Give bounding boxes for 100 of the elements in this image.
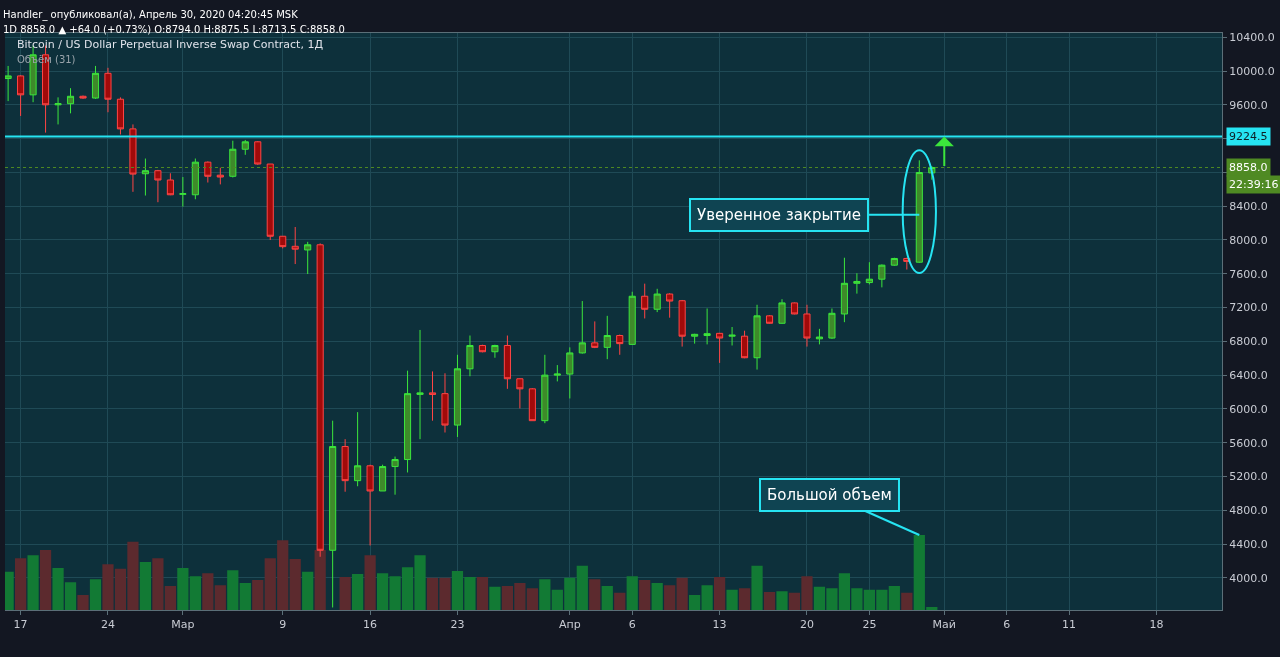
candlestick bbox=[778, 298, 786, 325]
candlestick bbox=[91, 65, 100, 100]
x-tick-label: 24 bbox=[100, 618, 115, 632]
bar bbox=[139, 561, 152, 610]
candlestick bbox=[466, 335, 474, 377]
x-tick-label: 20 bbox=[799, 618, 814, 632]
candlestick bbox=[304, 241, 312, 275]
bar bbox=[651, 583, 663, 610]
candlestick bbox=[191, 158, 199, 200]
x-tick-label: 18 bbox=[1149, 618, 1164, 632]
candlestick bbox=[853, 272, 861, 295]
y-tick-label: 4400.0 bbox=[1229, 537, 1268, 551]
y-tick-label: 6800.0 bbox=[1229, 335, 1268, 349]
candlestick bbox=[790, 301, 799, 315]
candlestick bbox=[578, 300, 586, 355]
candlestick bbox=[840, 257, 848, 323]
candlestick bbox=[666, 292, 674, 319]
y-tick-label: 4800.0 bbox=[1229, 504, 1268, 518]
candlestick bbox=[528, 387, 536, 422]
bar bbox=[89, 579, 102, 610]
candlestick bbox=[566, 346, 574, 399]
candlestick bbox=[329, 420, 337, 608]
candlestick bbox=[17, 74, 25, 117]
text: Handler_ опубликовал(а), Апрель 30, 2020 04:20:45 MSK bbox=[3, 9, 299, 21]
y-tick-label: 9600.0 bbox=[1229, 98, 1268, 112]
bar bbox=[701, 585, 713, 610]
y-tick-label: 5200.0 bbox=[1229, 470, 1268, 484]
candlestick bbox=[179, 176, 187, 208]
candlestick bbox=[890, 257, 898, 267]
candlestick bbox=[541, 354, 549, 424]
x-tick-label: 13 bbox=[712, 618, 727, 632]
y-tick-label: 4000.0 bbox=[1229, 571, 1268, 585]
y-tick-label: 10400.0 bbox=[1229, 31, 1275, 45]
y-tick-label: 6400.0 bbox=[1229, 368, 1268, 382]
candlestick bbox=[166, 172, 174, 196]
bar bbox=[202, 573, 214, 610]
annotation: Большой объем bbox=[767, 486, 892, 504]
candlestick bbox=[341, 438, 349, 493]
bar bbox=[314, 549, 326, 610]
bar bbox=[214, 585, 226, 610]
candlestick bbox=[815, 328, 824, 345]
candlestick bbox=[691, 333, 699, 345]
candlestick bbox=[641, 283, 649, 319]
candlestick bbox=[915, 159, 923, 264]
candlestick bbox=[591, 320, 599, 349]
bar bbox=[476, 577, 489, 610]
candlestick bbox=[154, 169, 162, 203]
candlestick bbox=[478, 344, 486, 353]
candlestick bbox=[416, 329, 424, 440]
x-tick-label: 23 bbox=[450, 618, 465, 632]
x-tick-label: 6 bbox=[628, 618, 636, 632]
x-tick-label: Мар bbox=[171, 618, 195, 632]
candlestick bbox=[803, 304, 811, 348]
candlestick bbox=[878, 263, 886, 288]
bar bbox=[352, 574, 364, 610]
candlestick bbox=[379, 464, 387, 492]
bar bbox=[189, 576, 201, 610]
y-tick-label: 5600.0 bbox=[1229, 436, 1268, 450]
y-tick-label: 8400.0 bbox=[1229, 200, 1268, 214]
candlestick bbox=[241, 139, 249, 156]
bar bbox=[239, 583, 251, 610]
bar bbox=[289, 558, 301, 610]
bar bbox=[713, 577, 726, 610]
y-tick-label: 8000.0 bbox=[1229, 233, 1268, 247]
candlestick bbox=[441, 372, 449, 434]
bar bbox=[626, 576, 638, 610]
bar bbox=[639, 580, 651, 610]
candlestick bbox=[716, 332, 724, 364]
x-tick-label: 17 bbox=[13, 618, 28, 632]
bar bbox=[776, 591, 788, 610]
bar bbox=[177, 567, 189, 610]
candlestick bbox=[229, 140, 237, 178]
bar bbox=[14, 558, 27, 610]
y-tick-label: 7600.0 bbox=[1229, 267, 1268, 281]
bar bbox=[302, 571, 314, 610]
candlestick bbox=[703, 307, 711, 345]
candlestick bbox=[753, 304, 761, 371]
x-tick-label: 9 bbox=[279, 618, 287, 632]
candlestick bbox=[828, 307, 836, 340]
bar bbox=[227, 570, 239, 610]
text: 22:39:16 bbox=[1229, 178, 1279, 191]
candlestick bbox=[428, 370, 437, 422]
candlestick bbox=[216, 167, 224, 185]
annotation: Уверенное закрытие bbox=[697, 206, 862, 224]
x-tick-label: 25 bbox=[862, 618, 877, 632]
candlestick bbox=[391, 456, 399, 496]
candlestick bbox=[628, 291, 636, 345]
bar bbox=[601, 586, 613, 610]
candlestick bbox=[741, 330, 749, 359]
candlestick bbox=[291, 226, 299, 265]
bar bbox=[576, 565, 588, 610]
bar bbox=[77, 595, 89, 610]
bar bbox=[676, 577, 688, 610]
bar bbox=[27, 555, 39, 610]
x-tick-label: Май bbox=[932, 618, 956, 632]
candlestick bbox=[54, 96, 62, 125]
y-tick-label: 6000.0 bbox=[1229, 402, 1268, 416]
candlestick bbox=[5, 65, 12, 102]
ref-line-label: 8858.0 bbox=[1229, 161, 1268, 174]
candlestick bbox=[603, 315, 611, 360]
